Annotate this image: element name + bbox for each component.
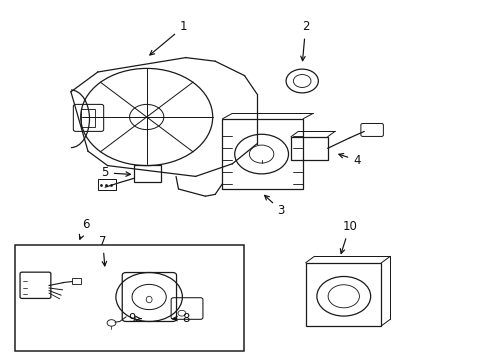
Text: 7: 7	[99, 235, 106, 266]
Text: 3: 3	[264, 195, 285, 217]
Bar	[290, 137, 327, 160]
Text: 10: 10	[340, 220, 356, 253]
Bar	[98, 179, 116, 190]
Text: 2: 2	[300, 21, 309, 61]
Bar	[15, 245, 244, 351]
Text: 1: 1	[149, 21, 187, 55]
Text: 6: 6	[79, 219, 89, 239]
Bar	[81, 109, 95, 127]
Text: 5: 5	[101, 166, 130, 179]
Ellipse shape	[146, 296, 152, 303]
Text: 9: 9	[128, 312, 141, 325]
Bar	[222, 119, 303, 189]
Text: 8: 8	[172, 312, 189, 325]
Bar	[72, 278, 81, 284]
Text: 4: 4	[338, 154, 360, 167]
Bar	[134, 165, 161, 182]
Bar	[305, 263, 381, 326]
